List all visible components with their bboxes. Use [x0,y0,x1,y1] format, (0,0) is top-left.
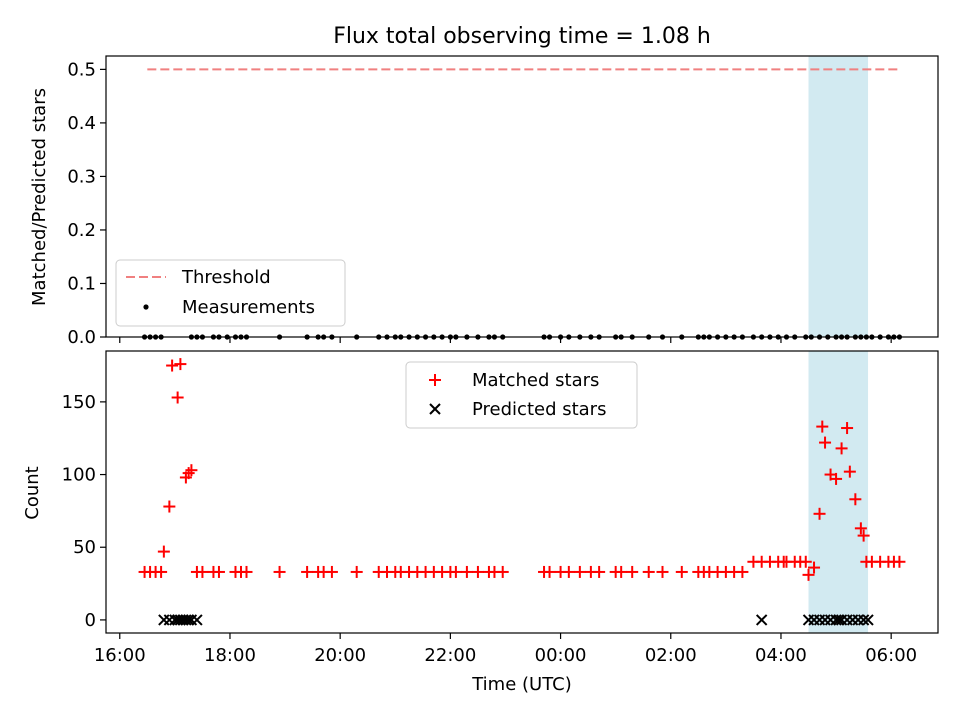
bottom-panel: 0 50 100 150 16:00 18:00 20:00 22:00 00:00 02:00… [22,350,939,695]
matched-point [182,467,195,480]
matched-point [471,565,484,578]
bottom-panel-highlight [808,351,869,633]
bottom-xtick-label: 04:00 [755,645,807,666]
bottom-xtick-label: 16:00 [94,645,146,666]
matched-point [449,565,462,578]
matched-point [573,565,586,578]
matched-point [543,565,556,578]
matched-point [593,565,606,578]
matched-point [460,565,473,578]
matched-point [196,565,209,578]
legend-predicted-swatch [429,403,441,415]
legend-matched-swatch [429,374,441,386]
matched-point [157,545,170,558]
bottom-ytick-label: 50 [73,537,96,558]
bottom-ylabel: Count [22,466,43,519]
matched-point [893,555,906,568]
predicted-points [158,614,874,626]
matched-point [802,568,815,581]
bottom-xtick-label: 06:00 [865,645,917,666]
bottom-xtick-label: 18:00 [204,645,256,666]
top-legend-box [115,259,346,327]
matched-point [819,436,832,449]
matched-point [841,422,854,435]
bottom-xtick-label: 20:00 [314,645,366,666]
matched-point [166,359,179,372]
legend-measurements-label: Measurements [182,297,315,318]
predicted-point [862,614,874,626]
chart-title: Flux total observing time = 1.08 h [333,24,711,49]
matched-point [835,442,848,455]
top-ytick-label: 0.5 [67,59,96,80]
matched-point [301,565,314,578]
matched-point [626,565,639,578]
bottom-x-ticks: 16:00 18:00 20:00 22:00 00:00 02:00 04:00 06:00 [94,633,917,666]
predicted-point [191,614,203,626]
matched-point [799,555,812,568]
matched-point [830,472,843,485]
matched-point [163,500,176,513]
bottom-xtick-label: 02:00 [645,645,697,666]
matched-point [736,565,749,578]
top-ylabel: Matched/Predicted stars [29,88,50,306]
matched-point [185,464,198,477]
top-ytick-label: 0.3 [67,166,96,187]
predicted-point [158,614,170,626]
matched-point [496,565,509,578]
matched-point [675,565,688,578]
matched-point [325,565,338,578]
matched-point [843,465,856,478]
top-ytick-label: 0.4 [67,113,96,134]
predicted-point [182,614,195,626]
legend-measurements-swatch [143,304,149,310]
top-panel-frame [105,55,939,338]
legend-predicted-label: Predicted stars [472,399,606,420]
matched-point [155,565,168,578]
matched-point [273,565,286,578]
top-y-ticks: 0.0 0.1 0.2 0.3 0.4 0.5 [67,59,106,348]
bottom-panel-frame [105,350,939,634]
predicted-point [755,614,768,626]
matched-point [813,507,826,520]
matched-point [562,565,575,578]
matched-point [171,391,184,404]
top-ytick-label: 0.2 [67,220,96,241]
matched-point [174,358,187,371]
matched-point [816,420,829,433]
matched-point [240,565,253,578]
predicted-point [857,614,870,626]
matched-points [138,358,906,581]
matched-point [849,493,862,506]
top-ytick-label: 0.0 [67,327,96,348]
matched-point [350,565,363,578]
matched-point [854,522,867,535]
x-axis-label: Time (UTC) [471,674,572,695]
top-panel: 0.0 0.1 0.2 0.3 0.4 0.5 Matched/Predicted sta… [29,55,939,348]
bottom-ytick-label: 100 [62,465,96,486]
top-ytick-label: 0.1 [67,273,96,294]
legend-threshold-label: Threshold [181,267,271,288]
bottom-xtick-label: 00:00 [535,645,587,666]
matched-point [212,565,225,578]
matched-point [857,529,870,542]
bottom-ytick-label: 0 [85,610,96,631]
legend-matched-label: Matched stars [472,370,599,391]
top-panel-highlight [808,56,869,337]
matched-point [642,565,655,578]
bottom-ytick-label: 150 [62,392,96,413]
predicted-point [833,614,845,626]
matched-point [656,565,669,578]
top-x-ticks [119,337,892,343]
bottom-xtick-label: 22:00 [424,645,476,666]
bottom-y-ticks: 0 50 100 150 [62,392,106,631]
bottom-legend: Matched stars Predicted stars [405,361,638,429]
top-legend: Threshold Measurements [115,259,346,327]
bottom-legend-box [405,361,638,429]
matched-point [615,565,628,578]
matched-point [808,561,821,574]
